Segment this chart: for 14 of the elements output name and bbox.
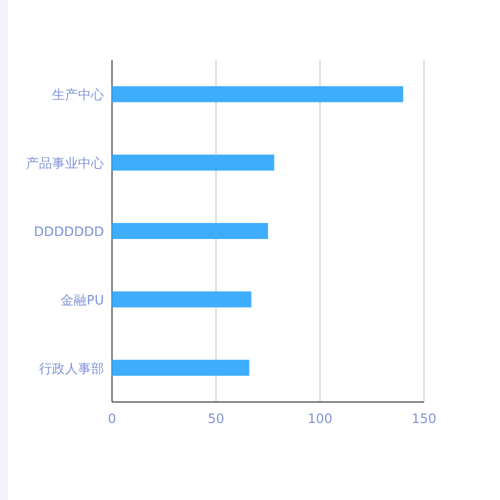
x-tick-label: 150 [412,412,436,427]
y-tick-label: 行政人事部 [39,362,104,377]
x-tick-label: 0 [108,412,116,427]
bar [112,86,404,102]
y-tick-label: 生产中心 [52,87,104,104]
bar [112,360,250,376]
y-tick-label: 金融PU [60,293,104,308]
x-tick-label: 100 [308,412,332,427]
bar [112,291,252,308]
y-tick-label: 产品事业中心 [26,156,104,172]
bar [112,154,274,171]
bar [112,223,268,239]
x-tick-label: 50 [208,412,224,427]
y-tick-label: DDDDDDD [34,225,104,240]
